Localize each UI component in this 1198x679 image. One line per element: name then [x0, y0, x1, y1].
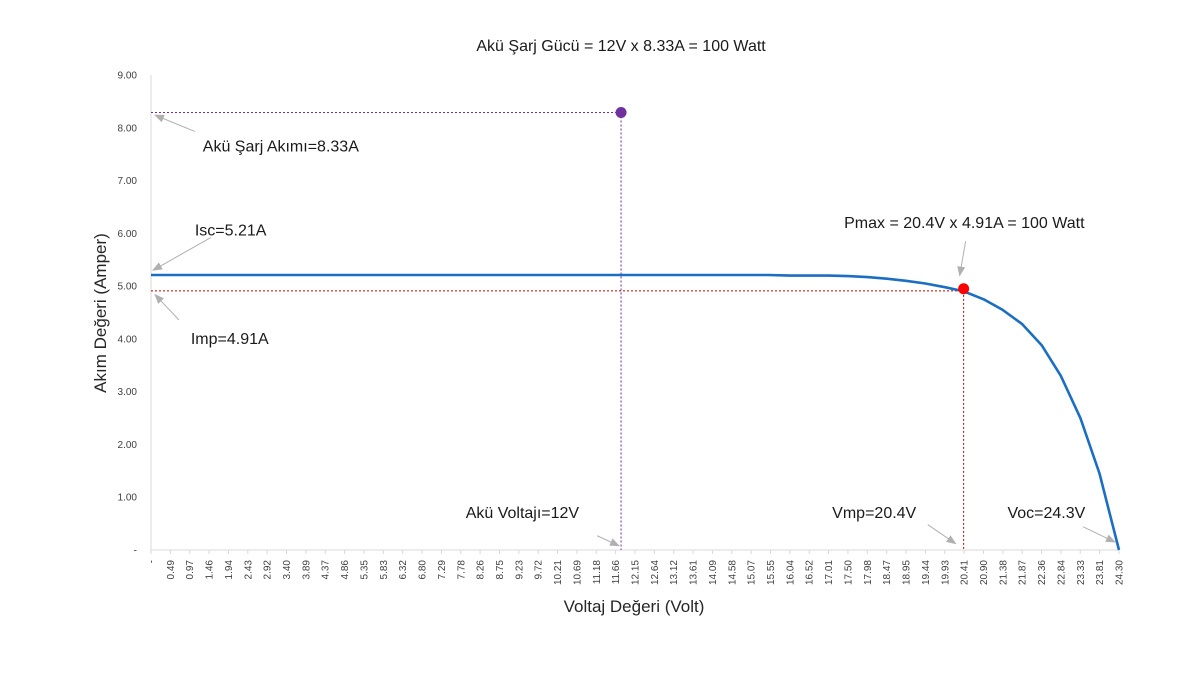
x-tick-label: 19.93: [940, 560, 951, 585]
annotation-voc-arrow: [1082, 526, 1116, 543]
x-tick-label: 13.12: [669, 560, 680, 585]
y-tick-label: 8.00: [118, 123, 138, 134]
x-tick-label: 1.94: [224, 560, 235, 580]
annotation-battery-power: Akü Şarj Gücü = 12V x 8.33A = 100 Watt: [476, 38, 766, 55]
annotation-isc-arrow: [152, 237, 211, 271]
x-tick-label: 4.86: [340, 560, 351, 580]
annotation-battery-voltage-arrow: [596, 535, 620, 547]
x-tick-labels: - 0.49 0.97 1.46 1.94 2.43 2.92 3.40 3.89 4.37 4.8…: [147, 550, 1126, 585]
y-tick-label: 2.00: [118, 440, 138, 451]
battery-power-point: [615, 106, 627, 118]
y-tick-label: 3.00: [118, 387, 138, 398]
x-tick-label: 0.97: [185, 560, 196, 580]
x-tick-label: 22.36: [1037, 560, 1048, 585]
x-tick-label: 23.33: [1076, 560, 1087, 585]
annotation-charge-current: Akü Şarj Akımı=8.33A: [203, 138, 359, 155]
x-tick-label: 19.44: [921, 560, 932, 585]
x-tick-label: 4.37: [321, 560, 332, 580]
x-tick-label: 13.61: [689, 560, 700, 585]
x-tick-label: 23.81: [1095, 560, 1106, 585]
x-tick-label: 5.83: [379, 560, 390, 580]
x-tick-label: 10.21: [553, 560, 564, 585]
pmax-point: [958, 283, 970, 295]
x-tick-label: 12.64: [650, 560, 661, 585]
annotation-vmp-arrow: [927, 524, 957, 545]
annotation-voc: Voc=24.3V: [1007, 505, 1085, 522]
x-tick-label: 5.35: [359, 560, 370, 580]
x-tick-label: 17.01: [824, 560, 835, 585]
annotation-imp: Imp=4.91A: [191, 331, 269, 348]
x-tick-label: 9.72: [534, 560, 545, 580]
x-tick-label: 11.18: [592, 560, 603, 585]
y-tick-label: 4.00: [118, 334, 138, 345]
x-tick-label: 20.90: [979, 560, 990, 585]
x-tick-label: 18.47: [882, 560, 893, 585]
x-tick-label: 1.46: [205, 560, 216, 580]
x-tick-label: 7.78: [456, 560, 467, 580]
x-tick-label: -: [147, 560, 158, 563]
annotation-vmp: Vmp=20.4V: [832, 505, 916, 522]
x-tick-label: 17.98: [863, 560, 874, 585]
x-tick-label: 21.87: [1018, 560, 1029, 585]
series-lines: [151, 273, 1121, 551]
x-tick-label: 3.89: [301, 560, 312, 580]
x-tick-label: 18.95: [902, 560, 913, 585]
x-tick-label: 8.75: [495, 560, 506, 580]
annotation-battery-voltage: Akü Voltajı=12V: [466, 505, 580, 522]
y-tick-label: 7.00: [118, 176, 138, 187]
x-tick-label: 3.40: [282, 560, 293, 580]
y-tick-label: -: [134, 546, 137, 557]
x-axis-title: Voltaj Değeri (Volt): [564, 597, 705, 616]
x-tick-label: 24.30: [1115, 560, 1126, 585]
annotations: Akü Şarj Gücü = 12V x 8.33A = 100 Watt Ak…: [152, 38, 1116, 547]
annotation-pmax: Pmax = 20.4V x 4.91A = 100 Watt: [844, 215, 1085, 232]
x-tick-label: 6.32: [398, 560, 409, 580]
y-tick-label: 1.00: [118, 493, 138, 504]
reference-lines: [151, 111, 965, 550]
x-tick-label: 6.80: [418, 560, 429, 580]
x-tick-label: 20.41: [960, 560, 971, 585]
series-line-0: [151, 273, 1121, 551]
x-tick-label: 12.15: [631, 560, 642, 585]
x-tick-label: 16.04: [785, 560, 796, 585]
y-tick-label: 9.00: [118, 71, 138, 82]
x-tick-label: 22.84: [1056, 560, 1067, 585]
y-tick-labels: - 1.00 2.00 3.00 4.00 5.00 6.00 7.00 8.00 9.00: [118, 71, 138, 557]
x-tick-label: 2.43: [243, 560, 254, 580]
y-tick-label: 5.00: [118, 282, 138, 293]
axes: - 1.00 2.00 3.00 4.00 5.00 6.00 7.00 8.00 9.00 - 0…: [118, 71, 1126, 586]
y-axis-title: Akım Değeri (Amper): [91, 233, 110, 393]
x-tick-label: 15.55: [766, 560, 777, 585]
x-tick-label: 8.26: [476, 560, 487, 580]
x-tick-label: 10.69: [572, 560, 583, 585]
x-tick-label: 7.29: [437, 560, 448, 580]
annotation-imp-arrow: [154, 293, 180, 321]
y-tick-label: 6.00: [118, 229, 138, 240]
x-tick-label: 14.58: [727, 560, 738, 585]
marked-points: [615, 106, 970, 295]
x-tick-label: 17.50: [843, 560, 854, 585]
x-tick-label: 0.49: [166, 560, 177, 580]
x-tick-label: 21.38: [998, 560, 1009, 585]
x-tick-label: 9.23: [514, 560, 525, 580]
x-tick-label: 11.66: [611, 560, 622, 585]
x-tick-label: 15.07: [747, 560, 758, 585]
annotation-pmax-arrow: [957, 241, 967, 277]
x-tick-label: 16.52: [805, 560, 816, 585]
annotation-charge-current-arrow: [154, 114, 196, 132]
x-tick-label: 14.09: [708, 560, 719, 585]
annotation-isc: Isc=5.21A: [195, 223, 267, 240]
x-tick-label: 2.92: [263, 560, 274, 580]
